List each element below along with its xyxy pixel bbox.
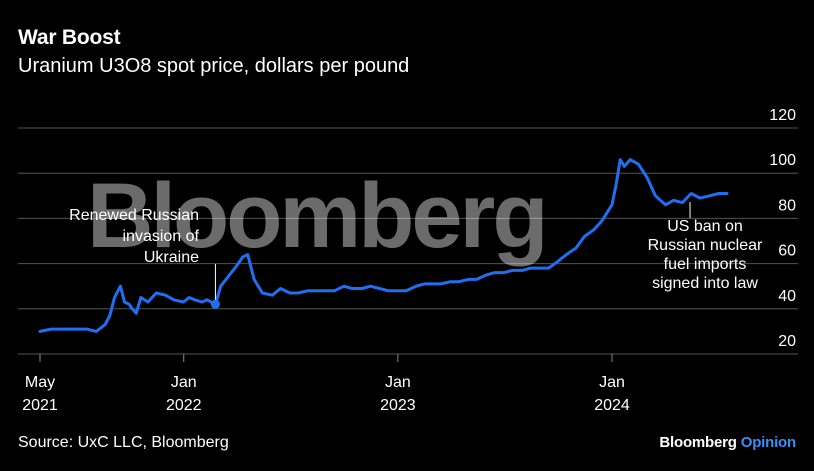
x-tick-label: Jan [385, 374, 411, 391]
y-tick-label: 100 [769, 152, 796, 169]
chart-title: War Boost [18, 26, 121, 49]
x-tick-label: 2023 [380, 397, 416, 414]
annotation-text: US ban on [667, 218, 743, 235]
y-tick-label: 120 [769, 107, 796, 124]
brand-name: Bloomberg [659, 434, 737, 451]
y-tick-label: 40 [778, 288, 796, 305]
annotation-marker [210, 299, 220, 309]
annotation-text: Renewed Russian [69, 207, 199, 224]
source-note: Source: UxC LLC, Bloomberg [18, 434, 229, 451]
annotation-text: Ukraine [144, 249, 199, 266]
annotations: Renewed Russian invasion of Ukraine US ban … [69, 202, 763, 309]
y-tick-label: 60 [778, 243, 796, 260]
annotation-text: fuel imports [664, 256, 747, 273]
x-tick-label: May [25, 374, 55, 391]
series-line-0 [38, 158, 729, 333]
grid-lines [18, 127, 798, 355]
annotation-text: invasion of [123, 228, 200, 245]
brand-logo: Bloomberg Opinion [659, 434, 796, 451]
brand-accent: Opinion [740, 434, 796, 451]
annotation-text: Russian nuclear [648, 237, 763, 254]
y-tick-label: 20 [778, 333, 796, 350]
x-tick-label: 2024 [594, 397, 630, 414]
x-axis-labels: May 2021 Jan 2022 Jan 2023 Jan 2024 [22, 354, 630, 414]
annotation-text: signed into law [652, 275, 758, 292]
x-tick-label: 2021 [22, 397, 58, 414]
series-line-layer [38, 158, 729, 333]
x-tick-label: Jan [171, 374, 197, 391]
y-tick-label: 80 [778, 197, 796, 214]
x-tick-label: 2022 [166, 397, 202, 414]
y-axis-labels: 20 40 60 80 100 120 [769, 107, 796, 350]
x-tick-label: Jan [599, 374, 625, 391]
watermark-logo: Bloomberg [87, 165, 546, 267]
chart-subtitle: Uranium U3O8 spot price, dollars per pou… [18, 55, 410, 77]
